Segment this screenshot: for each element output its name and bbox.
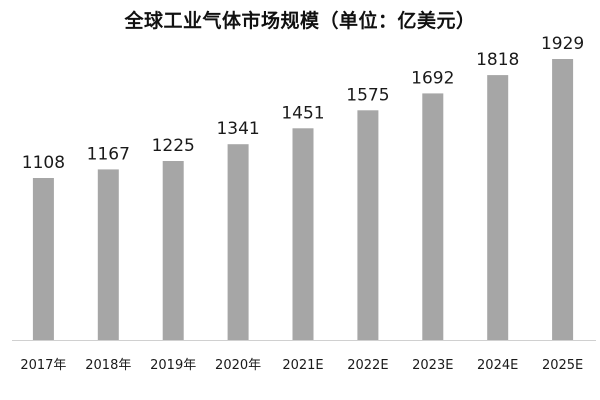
- bars-group: [32, 59, 574, 341]
- x-tick-label-2023E: 2023E: [412, 358, 453, 373]
- bar-2019年: [162, 161, 184, 340]
- x-tick-label-2024E: 2024E: [477, 358, 518, 373]
- data-label-2022E: 1575: [346, 85, 389, 105]
- data-label-2023E: 1692: [411, 68, 454, 88]
- chart-title: 全球工业气体市场规模（单位：亿美元）: [124, 10, 476, 32]
- bar-2022E: [357, 110, 379, 340]
- data-label-2017年: 1108: [22, 153, 65, 173]
- x-tick-label-2022E: 2022E: [347, 358, 388, 373]
- data-label-2020年: 1341: [216, 119, 259, 139]
- data-label-2019年: 1225: [152, 136, 195, 156]
- data-label-2021E: 1451: [281, 103, 324, 123]
- data-label-2018年: 1167: [87, 144, 130, 164]
- bar-2017年: [32, 178, 54, 340]
- bar-2023E: [422, 93, 444, 341]
- x-tick-label-2021E: 2021E: [282, 358, 323, 373]
- value-labels-group: 1108 1167 1225 1341 1451 1575 1692 1818 1929: [22, 34, 584, 173]
- x-tick-label-2020年: 2020年: [215, 358, 261, 373]
- bar-2024E: [487, 75, 509, 340]
- data-label-2024E: 1818: [476, 50, 519, 70]
- bar-2018年: [97, 169, 119, 340]
- x-tick-label-2017年: 2017年: [20, 358, 66, 373]
- x-tick-label-2019年: 2019年: [150, 358, 196, 373]
- x-tick-label-2018年: 2018年: [85, 358, 131, 373]
- bar-2025E: [552, 59, 574, 340]
- bar-2020年: [227, 144, 249, 340]
- x-tick-labels-group: 2017年 2018年 2019年 2020年 2021E 2022E 2023E 2024E…: [20, 358, 583, 373]
- bar-2021E: [292, 128, 314, 340]
- data-label-2025E: 1929: [541, 34, 584, 54]
- x-tick-label-2025E: 2025E: [542, 358, 583, 373]
